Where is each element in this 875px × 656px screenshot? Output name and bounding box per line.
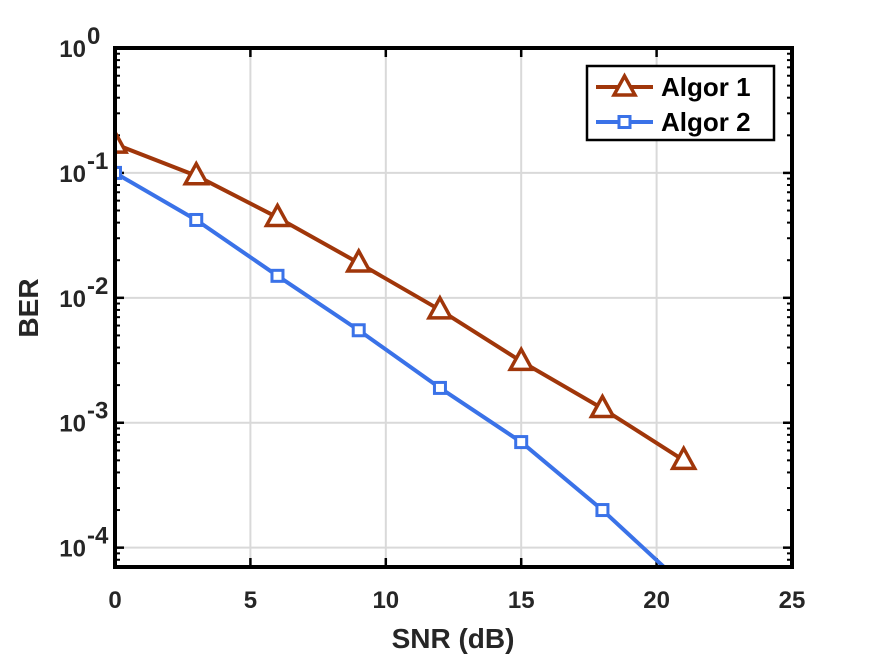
x-tick-label-4: 20 (643, 587, 670, 614)
series-layer (115, 128, 698, 591)
series-1-point-1 (182, 160, 211, 186)
y-axis-label: BER (13, 278, 44, 337)
y-tick-exp-0: 0 (87, 23, 100, 50)
x-tick-label-2: 10 (372, 587, 399, 614)
series-2-point-1 (189, 212, 204, 227)
x-tick-label-5: 25 (779, 587, 806, 614)
legend-marker-algor-2 (617, 115, 632, 129)
series-1-point-7 (669, 444, 698, 471)
y-tick-base-3: 10 (59, 411, 86, 438)
series-line-1 (115, 142, 685, 463)
x-tick-labels: 0 5 10 15 20 25 (108, 587, 805, 614)
legend-marker-algor-1 (611, 72, 638, 97)
y-tick-label-4: 10 -4 (59, 523, 109, 563)
series-1-point-5 (507, 345, 536, 372)
y-tick-base-0: 10 (59, 36, 86, 63)
y-tick-base-1: 10 (59, 161, 86, 188)
plot-frame (113, 46, 794, 569)
series-2-point-4 (432, 380, 447, 395)
legend-label-algor-1: Algor 1 (661, 72, 751, 102)
x-tick-label-0: 0 (108, 587, 121, 614)
series-2-point-0 (115, 165, 122, 180)
series-2-point-3 (351, 323, 366, 338)
x-tick-label-3: 15 (508, 587, 535, 614)
y-tick-label-3: 10 -3 (59, 398, 108, 438)
x-tick-label-1: 5 (244, 587, 257, 614)
y-tick-exp-1: -1 (87, 148, 108, 175)
y-tick-exp-3: -3 (87, 398, 108, 425)
series-1-point-2 (263, 201, 292, 228)
legend: Algor 1 Algor 2 (585, 64, 776, 142)
series-2-point-6 (595, 503, 610, 518)
series-2-point-7 (678, 580, 689, 591)
y-tick-exp-4: -4 (87, 523, 109, 550)
series-1-point-0 (115, 128, 129, 154)
y-tick-exp-2: -2 (87, 273, 108, 300)
y-tick-base-4: 10 (59, 536, 86, 563)
series-2-point-5 (514, 435, 529, 450)
y-tick-base-2: 10 (59, 286, 86, 313)
series-line-2 (115, 171, 667, 567)
y-tick-label-1: 10 -1 (59, 148, 108, 188)
series-1-point-3 (344, 247, 373, 273)
y-tick-label-2: 10 -2 (59, 273, 108, 313)
x-axis-label: SNR (dB) (392, 623, 515, 654)
series-1-point-4 (426, 294, 454, 320)
legend-label-algor-2: Algor 2 (661, 107, 751, 137)
series-2-point-2 (270, 268, 285, 283)
y-tick-label-0: 10 0 (59, 23, 100, 63)
series-1-point-6 (588, 392, 617, 419)
